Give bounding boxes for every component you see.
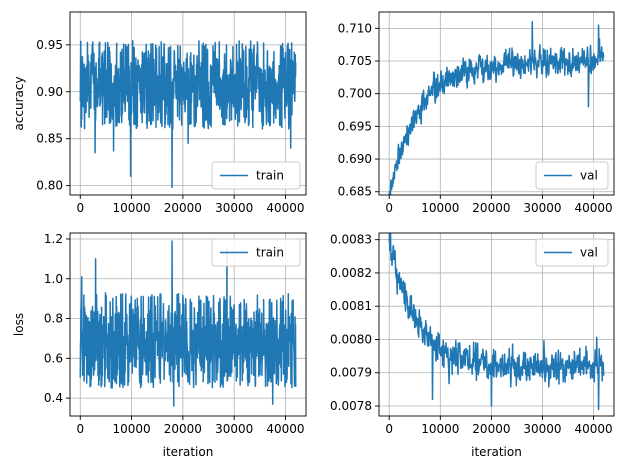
legend-label: train xyxy=(256,169,284,183)
subplot-top-left: 0 10000 20000 30000 40000 0.80 0.85 0.90 0.95 acc… xyxy=(12,11,307,215)
x-tick-label: 30000 xyxy=(215,422,253,436)
y-tick-label: 0.80 xyxy=(36,179,63,193)
x-tick-label: 40000 xyxy=(574,201,612,215)
subplot-bottom-right: 0 10000 20000 30000 40000 0.0078 0.0079 0.0080 0… xyxy=(330,232,615,459)
subplot-top-right: 0 10000 20000 30000 40000 0.685 0.690 0.695 0.70… xyxy=(338,11,615,215)
y-tick-label: 0.0078 xyxy=(330,399,372,413)
y-tick-label: 0.690 xyxy=(338,152,372,166)
legend: val xyxy=(535,238,609,267)
x-tick-label: 20000 xyxy=(164,201,202,215)
y-tick-label: 0.0083 xyxy=(330,233,372,247)
legend-label: train xyxy=(256,246,284,260)
x-tick-label: 0 xyxy=(76,422,84,436)
x-tick-label: 40000 xyxy=(266,201,304,215)
x-tick-label: 40000 xyxy=(266,422,304,436)
series-line-train xyxy=(79,39,297,189)
y-tick-label: 0.695 xyxy=(338,119,372,133)
axes-frame xyxy=(69,11,307,196)
legend: train xyxy=(211,161,301,190)
y-tick-label: 0.705 xyxy=(338,54,372,68)
x-axis-label: iteration xyxy=(163,445,214,459)
subplot-bottom-left: 0 10000 20000 30000 40000 0.4 0.6 0.8 1.0 1.2 loss… xyxy=(12,232,307,459)
y-tick-label: 0.95 xyxy=(36,38,63,52)
y-tick-label: 0.8 xyxy=(44,312,63,326)
y-tick-label: 0.685 xyxy=(338,185,372,199)
x-tick-label: 20000 xyxy=(164,422,202,436)
y-tick-label: 0.85 xyxy=(36,132,63,146)
x-tick-label: 10000 xyxy=(421,201,459,215)
axes-frame xyxy=(378,232,615,417)
x-tick-label: 30000 xyxy=(523,422,561,436)
x-tick-label: 20000 xyxy=(472,422,510,436)
x-tick-label: 20000 xyxy=(472,201,510,215)
y-tick-label: 0.0079 xyxy=(330,366,372,380)
y-tick-label: 0.700 xyxy=(338,87,372,101)
y-tick-label: 0.0080 xyxy=(330,332,372,346)
legend: val xyxy=(535,161,609,190)
y-axis-label: accuracy xyxy=(12,76,26,130)
legend-label: val xyxy=(580,246,598,260)
y-tick-label: 0.0081 xyxy=(330,299,372,313)
y-tick-label: 1.2 xyxy=(44,232,63,246)
x-tick-label: 0 xyxy=(385,201,393,215)
x-axis-label: iteration xyxy=(471,445,522,459)
x-tick-label: 30000 xyxy=(215,201,253,215)
y-axis-label: loss xyxy=(12,313,26,336)
legend-box xyxy=(211,161,301,190)
x-tick-label: 30000 xyxy=(523,201,561,215)
y-tick-label: 0.6 xyxy=(44,351,63,365)
y-tick-label: 0.4 xyxy=(44,391,63,405)
legend-label: val xyxy=(580,169,598,183)
y-tick-label: 0.0082 xyxy=(330,266,372,280)
x-tick-label: 0 xyxy=(76,201,84,215)
series-line-val xyxy=(388,233,605,411)
legend: train xyxy=(211,238,301,267)
x-tick-label: 0 xyxy=(385,422,393,436)
legend-box xyxy=(211,238,301,267)
y-tick-label: 0.710 xyxy=(338,21,372,35)
axes-frame xyxy=(378,11,615,196)
x-tick-label: 10000 xyxy=(112,422,150,436)
x-tick-label: 10000 xyxy=(421,422,459,436)
y-tick-label: 1.0 xyxy=(44,272,63,286)
y-tick-label: 0.90 xyxy=(36,85,63,99)
x-tick-label: 40000 xyxy=(574,422,612,436)
axes-frame xyxy=(69,232,307,417)
series-line-val xyxy=(388,21,605,195)
x-tick-label: 10000 xyxy=(112,201,150,215)
series-line-train xyxy=(79,240,297,407)
